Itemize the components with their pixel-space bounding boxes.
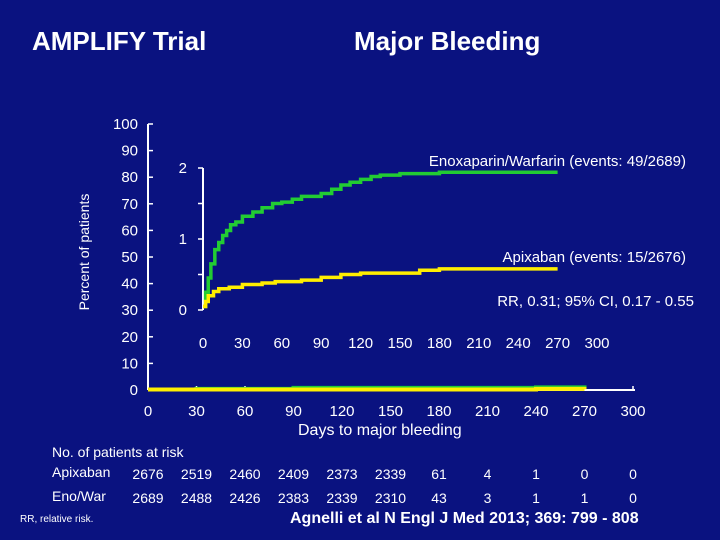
inset-x-tick-label: 150 xyxy=(387,335,412,352)
inset-x-tick-label: 210 xyxy=(466,335,491,352)
inset-x-tick-label: 120 xyxy=(348,335,373,352)
risk-row-label-enowar: Eno/War xyxy=(52,488,106,504)
inset-x-tick-label: 60 xyxy=(273,335,290,352)
apixaban-annotation: Apixaban (events: 15/2676) xyxy=(503,249,686,266)
x-axis-label: Days to major bleeding xyxy=(298,422,462,439)
y-tick-label: 0 xyxy=(130,382,138,399)
risk-cell: 2310 xyxy=(374,490,407,506)
y-tick-label: 10 xyxy=(121,355,138,372)
risk-cell: 2339 xyxy=(374,466,407,482)
series-line-apixaban xyxy=(148,386,587,392)
y-tick-label: 50 xyxy=(121,249,138,266)
risk-cell: 3 xyxy=(483,490,492,506)
footnote: RR, relative risk. xyxy=(20,514,94,525)
risk-cell: 0 xyxy=(629,466,637,482)
x-tick-label: 60 xyxy=(237,403,254,420)
warfarin-annotation: Enoxaparin/Warfarin (events: 49/2689) xyxy=(429,153,686,170)
risk-cell: 43 xyxy=(431,490,447,506)
inset-x-tick-label: 240 xyxy=(506,335,531,352)
risk-table-title: No. of patients at risk xyxy=(52,444,184,460)
y-tick-label: 100 xyxy=(113,116,138,133)
inset-x-tick-label: 90 xyxy=(313,335,330,352)
y-tick-label: 20 xyxy=(121,329,138,346)
y-tick-label: 40 xyxy=(121,276,138,293)
inset-y-tick-label: 2 xyxy=(179,160,187,177)
citation: Agnelli et al N Engl J Med 2013; 369: 79… xyxy=(290,510,639,527)
x-tick-label: 180 xyxy=(426,403,451,420)
y-tick-label: 90 xyxy=(121,143,138,160)
inset-y-tick-label: 0 xyxy=(179,302,187,319)
risk-cell: 2409 xyxy=(277,466,310,482)
risk-cell: 1 xyxy=(580,490,589,506)
x-tick-label: 270 xyxy=(572,403,597,420)
risk-cell: 2373 xyxy=(326,466,358,482)
risk-cell: 1 xyxy=(532,466,540,482)
risk-cell: 2689 xyxy=(132,490,164,506)
inset-y-tick-label: 1 xyxy=(179,231,187,248)
inset-x-tick-label: 270 xyxy=(545,335,570,352)
y-tick-label: 80 xyxy=(121,169,138,186)
x-tick-label: 300 xyxy=(620,403,645,420)
risk-cell: 2460 xyxy=(229,466,261,482)
x-tick-label: 120 xyxy=(329,403,354,420)
risk-cell: 2383 xyxy=(277,490,310,506)
y-tick-label: 30 xyxy=(121,302,138,319)
x-tick-label: 240 xyxy=(523,403,548,420)
inset-x-tick-label: 180 xyxy=(427,335,452,352)
risk-row-label-apixaban: Apixaban xyxy=(52,464,111,480)
x-tick-label: 30 xyxy=(188,403,205,420)
y-tick-label: 60 xyxy=(121,222,138,239)
risk-cell: 2426 xyxy=(229,490,261,506)
risk-cell: 2339 xyxy=(326,490,358,506)
left-title: AMPLIFY Trial xyxy=(32,26,207,56)
risk-cell: 2488 xyxy=(180,490,213,506)
risk-cell: 2519 xyxy=(180,466,213,482)
x-tick-label: 0 xyxy=(144,403,152,420)
x-tick-label: 150 xyxy=(378,403,403,420)
risk-cell: 2676 xyxy=(132,466,164,482)
risk-cell: 0 xyxy=(580,466,589,482)
x-tick-label: 90 xyxy=(285,403,302,420)
risk-cell: 4 xyxy=(483,466,492,482)
inset-series-line-enoxaparin-warfarin xyxy=(203,170,558,309)
risk-cell: 1 xyxy=(532,490,540,506)
inset-x-tick-label: 30 xyxy=(234,335,251,352)
inset-x-tick-label: 0 xyxy=(199,335,207,352)
rr-annotation: RR, 0.31; 95% CI, 0.17 - 0.55 xyxy=(497,293,694,310)
x-tick-label: 210 xyxy=(475,403,500,420)
risk-cell: 0 xyxy=(629,490,637,506)
chart-title: Major Bleeding xyxy=(354,26,541,56)
risk-cell: 61 xyxy=(431,466,447,482)
inset-x-tick-label: 300 xyxy=(584,335,609,352)
inset-series-line-apixaban xyxy=(203,267,558,309)
y-tick-label: 70 xyxy=(121,196,138,213)
